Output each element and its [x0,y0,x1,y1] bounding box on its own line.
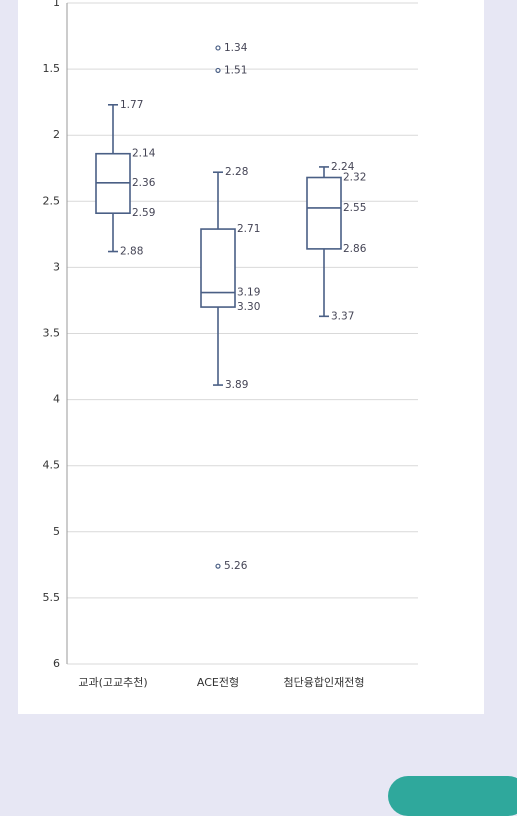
x-category-label-2: 첨단융합인재전형 [284,676,365,689]
y-tick-label-1: 1.5 [43,62,61,75]
y-tick-label-7: 4.5 [43,459,61,472]
y-tick-label-6: 4 [53,393,60,406]
box-1-outlier-label-1: 1.51 [224,64,247,76]
box-0-q3-label: 2.59 [132,207,155,219]
y-tick-label-0: 1 [53,0,60,9]
y-tick-label-8: 5 [53,525,60,538]
box-0-min-label: 1.77 [120,99,143,111]
box-1-outlier-1 [215,67,221,74]
box-0-max-label: 2.88 [120,246,143,258]
box-2-q3-label: 2.86 [343,243,367,255]
floating-action-button[interactable] [388,776,517,816]
box-1-outlier-0 [215,45,221,51]
y-tick-label-10: 6 [53,657,60,670]
box-1-iqr-box [200,228,236,308]
y-tick-label-9: 5.5 [43,591,61,604]
box-1-q3-label: 3.30 [237,301,260,313]
box-0-median-label: 2.36 [132,177,156,189]
box-1-max-label: 3.89 [225,379,248,391]
chart-card [18,0,484,714]
box-1-q1-label: 2.71 [237,223,260,235]
box-2-iqr-box [306,176,342,250]
box-1-median-label: 3.19 [237,287,260,299]
y-tick-label-3: 2.5 [43,194,61,207]
y-tick-label-4: 3 [53,260,60,273]
boxplot-chart: 1 1.5 2 2.5 3 3.5 4 4.5 5 5.5 6 1.77 2.14 2.36 2.59 2.8… [43,0,418,689]
box-2-min-label: 2.24 [331,161,355,173]
y-tick-label-5: 3.5 [43,327,61,340]
box-1-outlier-2 [215,563,221,569]
box-1-outlier-label-0: 1.34 [224,42,248,54]
box-1-outlier-label-2: 5.26 [224,560,248,572]
y-tick-label-2: 2 [53,128,60,141]
box-0-q1-label: 2.14 [132,148,156,160]
box-2-median-label: 2.55 [343,202,366,214]
box-2-max-label: 3.37 [331,310,354,322]
x-category-label-0: 교과(고교추천) [78,675,147,689]
x-category-label-1: ACE전형 [197,676,239,689]
box-2-q1-label: 2.32 [343,172,366,184]
box-1-min-label: 2.28 [225,166,248,178]
